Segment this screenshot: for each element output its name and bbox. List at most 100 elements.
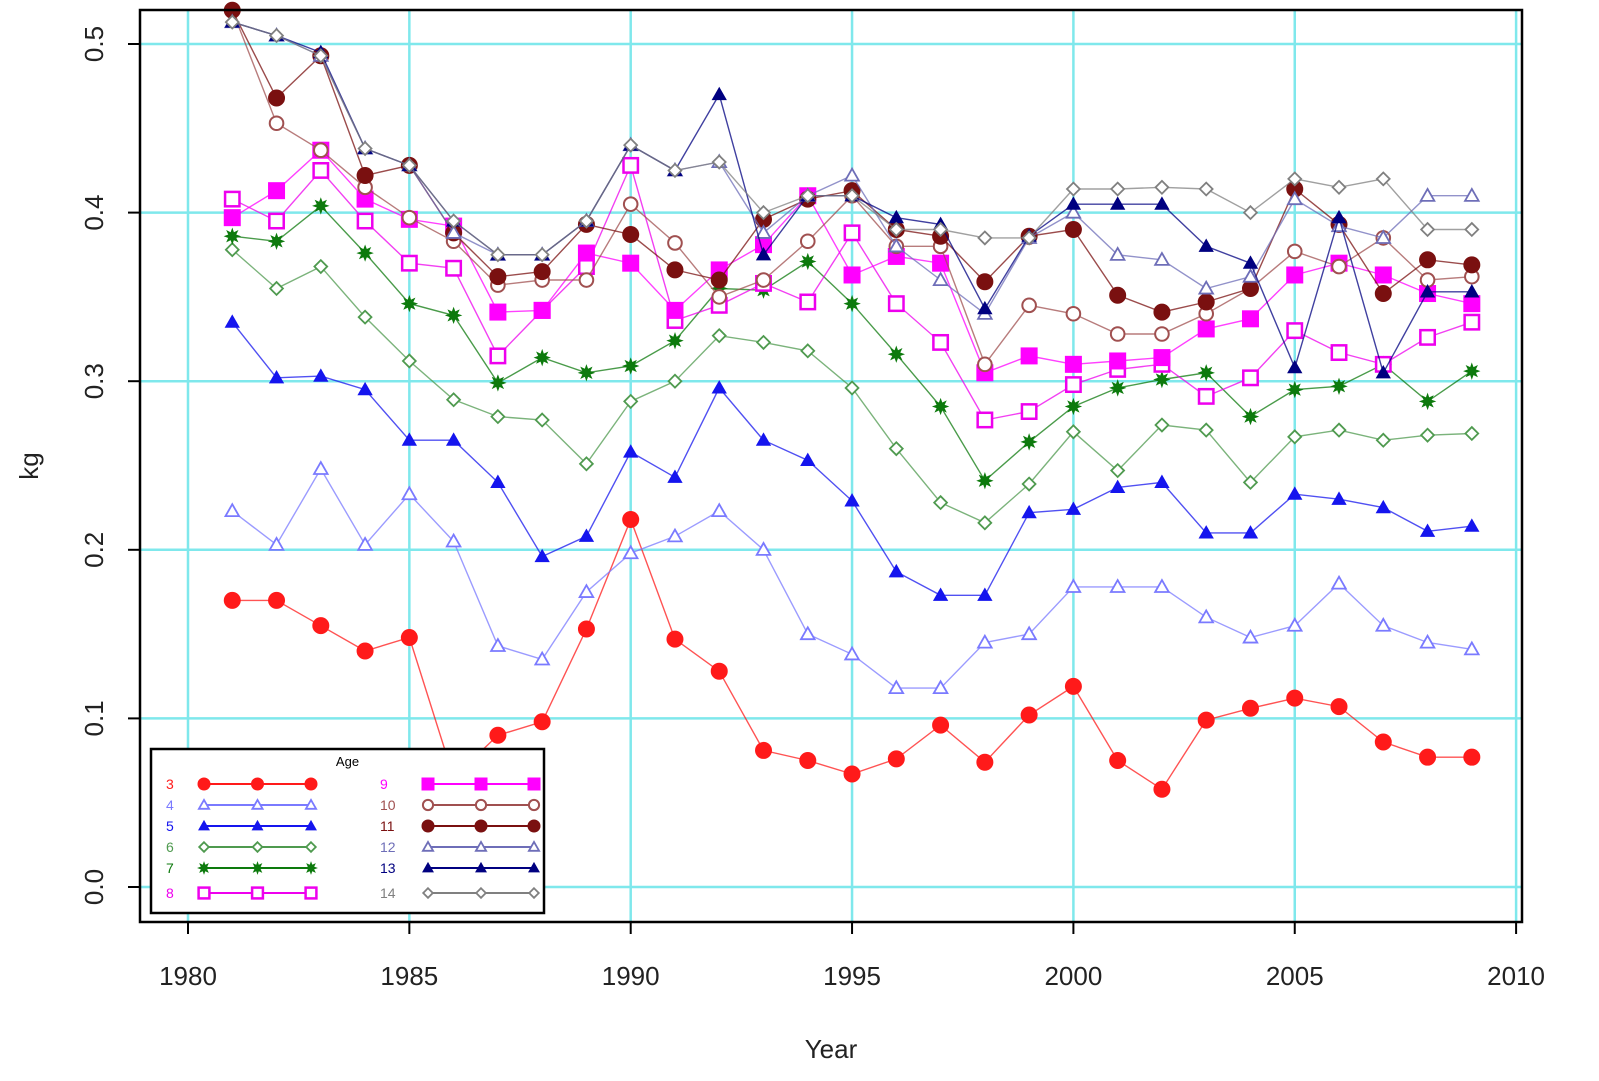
data-point-6 — [888, 440, 904, 457]
data-point-9 — [1241, 310, 1259, 328]
data-point-14 — [1109, 181, 1126, 197]
data-point-10 — [1109, 326, 1126, 342]
plot-frame — [138, 8, 1524, 924]
data-point-8 — [268, 212, 285, 230]
data-point-6 — [1287, 429, 1303, 445]
data-point-7 — [976, 472, 994, 490]
data-point-10 — [1065, 305, 1082, 322]
data-point-6 — [224, 242, 240, 258]
data-point-3 — [976, 753, 994, 771]
legend-swatch-marker — [421, 798, 435, 812]
data-point-10 — [755, 272, 772, 288]
data-point-10 — [313, 142, 329, 159]
data-point-9 — [268, 182, 286, 200]
legend-swatch-marker — [527, 819, 541, 833]
data-point-6 — [1331, 422, 1347, 438]
y-tick-label: 0.0 — [79, 869, 109, 905]
data-point-3 — [533, 713, 551, 731]
data-point-4 — [1242, 628, 1259, 644]
data-point-5 — [755, 432, 772, 446]
data-point-7 — [400, 294, 419, 313]
data-point-14 — [490, 247, 506, 263]
data-point-8 — [400, 254, 418, 272]
data-point-3 — [223, 591, 241, 609]
data-point-7 — [1285, 380, 1304, 399]
data-point-14 — [755, 204, 772, 221]
data-point-11 — [1153, 303, 1171, 321]
data-point-11 — [1463, 256, 1481, 274]
data-point-14 — [711, 154, 727, 170]
data-point-6 — [667, 373, 683, 389]
data-point-7 — [312, 197, 330, 215]
data-point-14 — [224, 14, 240, 30]
legend-swatch-marker — [528, 861, 540, 873]
legend-swatch-marker — [527, 886, 541, 900]
legend-label: 9 — [380, 776, 388, 792]
data-point-10 — [268, 115, 285, 132]
legend-swatch-marker — [527, 798, 541, 812]
data-point-7 — [1463, 362, 1481, 380]
data-point-12 — [1463, 187, 1481, 202]
data-point-3 — [1064, 677, 1082, 695]
data-point-7 — [843, 294, 861, 313]
data-point-11 — [1197, 293, 1215, 311]
data-point-8 — [223, 190, 241, 208]
legend-swatch-marker — [421, 840, 435, 852]
data-point-6 — [844, 380, 860, 396]
data-point-5 — [1331, 491, 1347, 505]
data-point-5 — [1464, 518, 1480, 532]
y-axis-title: kg — [14, 452, 44, 479]
data-point-14 — [1287, 171, 1303, 187]
data-point-8 — [312, 162, 330, 179]
legend-swatch-marker — [474, 819, 488, 833]
x-tick-label: 1990 — [602, 961, 660, 991]
data-point-14 — [1375, 171, 1391, 187]
data-point-8 — [1064, 376, 1082, 394]
data-point-7 — [1153, 370, 1171, 389]
legend-swatch-marker — [421, 886, 435, 900]
data-point-5 — [711, 380, 727, 394]
data-point-5 — [578, 528, 595, 542]
data-point-4 — [887, 679, 905, 695]
data-point-3 — [1463, 748, 1481, 766]
data-point-6 — [711, 328, 727, 344]
data-point-9 — [1109, 352, 1127, 370]
data-point-9 — [1153, 349, 1171, 367]
data-point-7 — [1330, 377, 1348, 395]
legend-swatch-marker — [198, 819, 210, 831]
legend-swatch-marker — [474, 840, 488, 852]
data-point-3 — [932, 716, 950, 734]
data-point-9 — [932, 254, 950, 272]
data-point-14 — [932, 221, 949, 238]
data-point-12 — [1419, 187, 1436, 202]
legend-swatch-marker — [250, 886, 265, 900]
data-point-7 — [1241, 407, 1260, 426]
data-point-6 — [800, 343, 816, 359]
legend-item-9: 9 — [380, 776, 541, 792]
data-point-4 — [1374, 617, 1392, 632]
y-tick-label: 0.1 — [79, 700, 109, 736]
data-point-4 — [533, 650, 551, 666]
data-point-13 — [1065, 196, 1082, 210]
legend-swatch-marker — [304, 840, 318, 854]
data-point-5 — [977, 587, 993, 601]
series-3 — [223, 510, 1481, 798]
data-point-12 — [1286, 190, 1304, 206]
data-point-3 — [1419, 748, 1437, 766]
data-point-3 — [312, 617, 330, 635]
data-point-12 — [1065, 203, 1082, 219]
data-point-5 — [534, 548, 550, 563]
data-point-6 — [977, 515, 993, 531]
legend-swatch-marker — [250, 798, 265, 810]
data-point-13 — [1375, 364, 1391, 379]
data-point-14 — [1242, 204, 1259, 221]
legend-swatch-marker — [474, 777, 488, 791]
data-point-8 — [1330, 344, 1348, 361]
series-6 — [224, 242, 1480, 531]
data-point-6 — [1242, 474, 1259, 491]
data-point-7 — [533, 348, 551, 367]
data-point-10 — [1021, 297, 1037, 314]
data-point-3 — [1241, 699, 1259, 717]
data-point-11 — [1064, 220, 1082, 238]
legend-swatch-marker — [251, 777, 264, 791]
